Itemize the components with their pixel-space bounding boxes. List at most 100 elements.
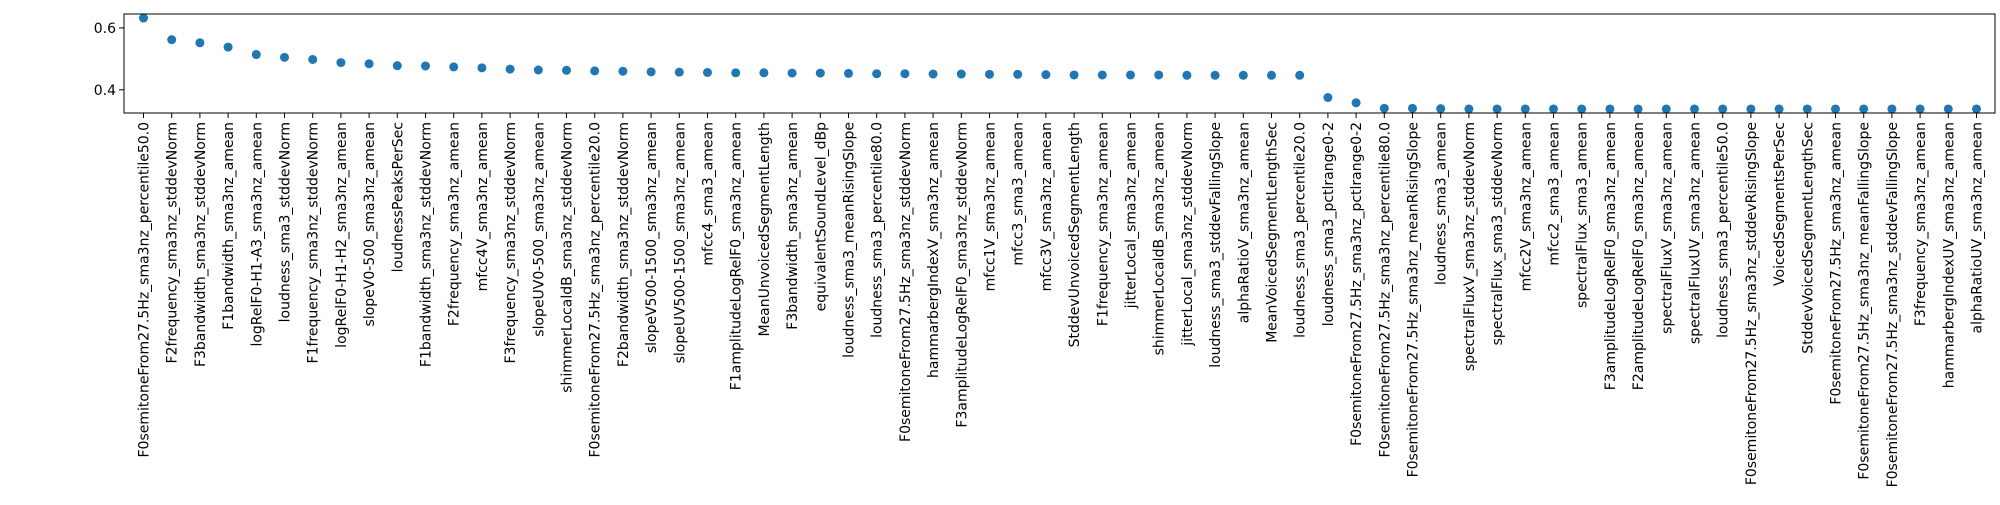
- x-tick-label: F1amplitudeLogRelF0_sma3nz_amean: [729, 122, 745, 390]
- x-tick-label: logRelF0-H1-A3_sma3nz_amean: [249, 122, 265, 347]
- x-tick-label: loudness_sma3_pctlrange0-2: [1321, 122, 1337, 326]
- data-point: [1069, 70, 1079, 80]
- x-tick-label: spectralFlux_sma3_amean: [1575, 122, 1591, 308]
- x-tick-label: jitterLocal_sma3nz_amean: [1124, 122, 1140, 309]
- x-tick-label: VoicedSegmentsPerSec: [1772, 122, 1788, 286]
- x-tick-label: F0semitoneFrom27.5Hz_sma3nz_percentile20…: [588, 122, 604, 458]
- x-tick-label: loudnessPeaksPerSec: [390, 122, 406, 272]
- data-point: [505, 64, 515, 74]
- plot-area-frame: [123, 13, 1996, 114]
- x-tick-label: F0semitoneFrom27.5Hz_sma3nz_stddevFallin…: [1885, 122, 1901, 487]
- x-tick-label: F0semitoneFrom27.5Hz_sma3nz_meanRisingSl…: [1406, 122, 1422, 477]
- x-tick-label: F1bandwidth_sma3nz_stddevNorm: [419, 122, 435, 367]
- x-tick-label: loudness_sma3_percentile50.0: [1716, 122, 1732, 338]
- x-tick-label: alphaRatioUV_sma3nz_amean: [1970, 122, 1986, 334]
- x-tick-label: hammarbergIndexUV_sma3nz_amean: [1941, 122, 1957, 388]
- data-point: [1210, 70, 1220, 80]
- x-tick-label: F3bandwidth_sma3nz_amean: [785, 122, 801, 330]
- data-point: [1746, 104, 1756, 114]
- data-point: [1351, 98, 1361, 108]
- data-point: [1097, 70, 1107, 80]
- data-point: [787, 68, 797, 78]
- x-tick-label: F0semitoneFrom27.5Hz_sma3nz_stddevNorm: [898, 122, 914, 442]
- x-tick-label: loudness_sma3_stddevNorm: [278, 122, 294, 322]
- x-tick-label: F3frequency_sma3nz_stddevNorm: [503, 122, 519, 363]
- data-point: [1041, 70, 1051, 80]
- data-point: [985, 69, 994, 79]
- data-point: [139, 13, 148, 23]
- data-point: [1182, 70, 1192, 80]
- x-tick-label: spectralFlux_sma3_stddevNorm: [1490, 122, 1506, 345]
- x-tick-label: shimmerLocaldB_sma3nz_stddevNorm: [560, 122, 576, 393]
- data-point: [1238, 70, 1248, 80]
- x-tick-label: loudness_sma3_meanRisingSlope: [842, 122, 858, 358]
- data-point: [477, 63, 487, 73]
- x-tick-label: hammarbergIndexV_sma3nz_amean: [926, 122, 942, 378]
- data-point: [1408, 103, 1417, 113]
- data-point: [1831, 104, 1840, 114]
- data-point: [1126, 70, 1135, 80]
- data-point: [1859, 104, 1869, 114]
- data-point: [956, 69, 966, 79]
- data-point: [167, 35, 177, 45]
- x-tick-label: mfcc4_sma3_amean: [701, 122, 717, 266]
- x-tick-label: MeanUnvoicedSegmentLength: [757, 122, 773, 337]
- x-tick-label: logRelF0-H1-H2_sma3nz_amean: [334, 122, 350, 348]
- data-point: [759, 68, 769, 78]
- x-tick-label: F0semitoneFrom27.5Hz_sma3nz_pctlrange0-2: [1349, 122, 1365, 446]
- x-tick-label: F0semitoneFrom27.5Hz_sma3nz_percentile80…: [1377, 122, 1393, 458]
- data-point: [900, 69, 910, 79]
- data-point: [1661, 104, 1671, 114]
- x-tick-label: F0semitoneFrom27.5Hz_sma3nz_amean: [1829, 122, 1845, 405]
- data-point: [562, 65, 571, 75]
- data-point: [844, 68, 853, 78]
- data-point: [618, 66, 628, 76]
- x-tick-label: slopeV500-1500_sma3nz_amean: [644, 122, 660, 353]
- x-tick-label: spectralFluxUV_sma3nz_amean: [1688, 122, 1704, 344]
- x-tick-label: F2bandwidth_sma3nz_stddevNorm: [616, 122, 632, 367]
- data-point: [703, 67, 712, 77]
- data-point: [1295, 70, 1305, 80]
- x-tick-label: mfcc2_sma3_amean: [1547, 122, 1563, 266]
- x-tick-label: StddevUnvoicedSegmentLength: [1067, 122, 1083, 347]
- x-tick-label: F0semitoneFrom27.5Hz_sma3nz_stddevRising…: [1744, 122, 1760, 485]
- x-tick-label: mfcc4V_sma3nz_amean: [475, 122, 491, 291]
- data-point: [1577, 104, 1587, 114]
- data-point: [1802, 104, 1812, 114]
- x-tick-label: MeanVoicedSegmentLengthSec: [1265, 122, 1281, 343]
- x-tick-label: spectralFluxV_sma3nz_stddevNorm: [1462, 122, 1478, 371]
- data-point: [251, 50, 261, 60]
- x-tick-label: spectralFluxV_sma3nz_amean: [1659, 122, 1675, 334]
- data-point: [1605, 104, 1615, 114]
- data-point: [1690, 104, 1699, 114]
- x-tick-label: alphaRatioV_sma3nz_amean: [1236, 122, 1252, 323]
- x-tick-label: loudness_sma3_amean: [1434, 122, 1450, 285]
- x-tick-label: F1frequency_sma3nz_stddevNorm: [306, 122, 322, 363]
- data-points: [139, 13, 1981, 114]
- x-tick-label: F3amplitudeLogRelF0_sma3nz_stddevNorm: [954, 122, 970, 428]
- data-point: [928, 69, 938, 79]
- data-point: [872, 69, 882, 79]
- data-point: [1267, 70, 1276, 80]
- data-point: [336, 58, 346, 68]
- data-point: [392, 61, 402, 71]
- x-tick-label: F0semitoneFrom27.5Hz_sma3nz_percentile50…: [137, 122, 153, 458]
- x-tick-label: loudness_sma3_percentile80.0: [870, 122, 886, 338]
- x-tick-label: StddevVoicedSegmentLengthSec: [1800, 122, 1816, 354]
- data-point: [308, 54, 318, 64]
- data-point: [1633, 104, 1643, 114]
- x-tick-label: slopeV0-500_sma3nz_amean: [362, 122, 378, 326]
- data-point: [1549, 104, 1558, 114]
- data-point: [1718, 104, 1728, 114]
- data-point: [1323, 93, 1333, 103]
- x-tick-label: F2amplitudeLogRelF0_sma3nz_amean: [1631, 122, 1647, 390]
- data-point: [280, 52, 289, 62]
- x-tick-label: jitterLocal_sma3nz_stddevNorm: [1180, 122, 1196, 347]
- x-tick-label: F3frequency_sma3nz_amean: [1913, 122, 1929, 326]
- data-point: [674, 67, 684, 77]
- data-point: [1520, 104, 1530, 114]
- x-tick-label: F3amplitudeLogRelF0_sma3nz_amean: [1603, 122, 1619, 390]
- data-point: [731, 68, 741, 78]
